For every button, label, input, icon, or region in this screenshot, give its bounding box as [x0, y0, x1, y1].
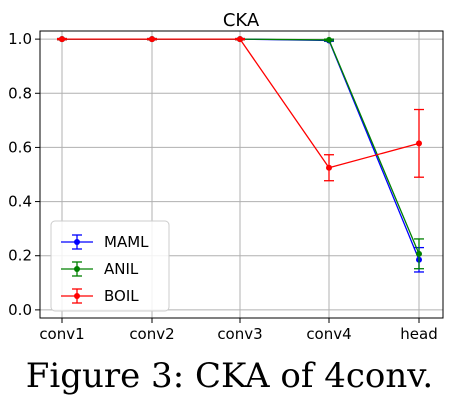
x-tick-label: conv1: [39, 325, 84, 343]
data-point: [237, 36, 243, 43]
figure-caption: Figure 3: CKA of 4conv.: [25, 356, 434, 396]
legend-item-maml: MAML: [61, 233, 149, 251]
chart: CKA 0.00.20.40.60.81.0 conv1 conv2 conv3 co…: [8, 10, 444, 343]
x-tick-label: head: [400, 325, 437, 343]
x-tick-label: conv4: [306, 325, 351, 343]
series-layer: [57, 36, 424, 273]
x-tick-label: conv3: [217, 325, 262, 343]
legend-item-boil: BOIL: [61, 287, 139, 305]
y-tick-label: 0.0: [8, 301, 32, 319]
legend: MAML ANIL BOIL: [50, 220, 170, 312]
data-point: [326, 36, 332, 43]
series-boil: [57, 36, 424, 182]
legend-marker: [74, 266, 80, 272]
y-axis: 0.0 0.2 0.4 0.6 0.8 1.0: [8, 30, 40, 319]
legend-marker: [74, 293, 80, 299]
x-axis: conv1 conv2 conv3 conv4 head: [39, 318, 438, 343]
data-point: [326, 164, 332, 171]
y-tick-label: 0.2: [8, 247, 32, 265]
y-tick-label: 1.0: [8, 30, 32, 48]
data-point: [149, 36, 155, 43]
y-tick-label: 0.6: [8, 138, 32, 156]
legend-label: MAML: [104, 233, 149, 251]
legend-marker: [74, 239, 80, 245]
y-tick-label: 0.8: [8, 84, 32, 102]
legend-label: BOIL: [104, 287, 139, 305]
data-point: [416, 140, 422, 147]
y-tick-label: 0.4: [8, 193, 32, 211]
x-tick-label: conv2: [129, 325, 174, 343]
chart-title: CKA: [223, 10, 260, 31]
data-point: [416, 250, 422, 257]
legend-label: ANIL: [104, 260, 139, 278]
plot-frame: [39, 30, 444, 319]
legend-item-anil: ANIL: [61, 260, 139, 278]
data-point: [59, 36, 65, 43]
